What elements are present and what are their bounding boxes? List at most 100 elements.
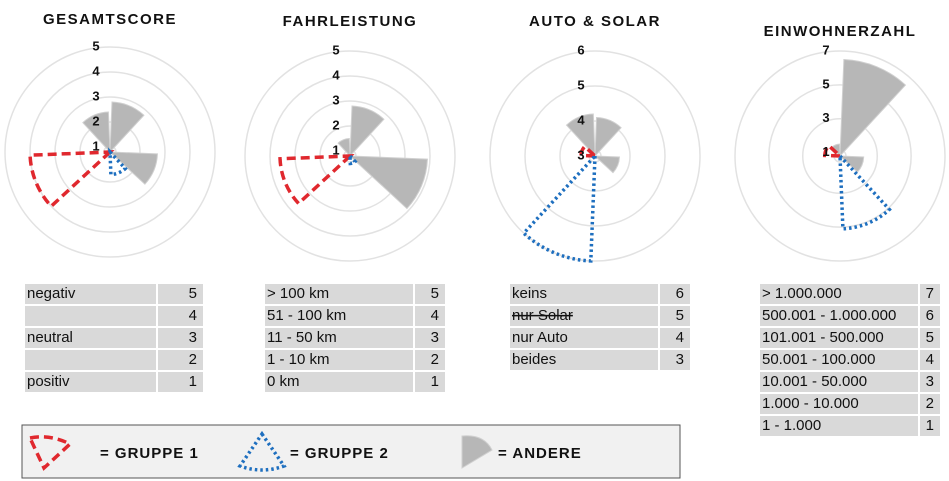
sector [108, 151, 158, 185]
r-tick-label: 7 [822, 42, 829, 57]
sector [839, 59, 907, 158]
table-label: 101.001 - 500.000 [762, 329, 884, 346]
r-tick-label: 6 [577, 42, 584, 57]
grid-circle [768, 84, 912, 228]
table-cell-bg [510, 306, 658, 326]
grid-circle [524, 85, 666, 227]
r-tick-label: 3 [332, 92, 339, 107]
table-label: 1 - 10 km [267, 351, 330, 368]
table-cell-bg [415, 328, 445, 348]
table-cell-bg [25, 350, 156, 370]
table-number: 2 [431, 351, 439, 368]
r-tick-label: 5 [822, 76, 829, 91]
sector [579, 144, 600, 158]
table-cell-bg [760, 306, 918, 326]
sector [838, 151, 892, 231]
table-cell-bg [760, 394, 918, 414]
table-number: 2 [926, 395, 934, 412]
table-number: 6 [676, 285, 684, 302]
sector [565, 113, 596, 158]
table-cell-bg [660, 284, 690, 304]
table-number: 4 [189, 307, 197, 324]
sector [594, 117, 622, 158]
table-label: nur Solar [512, 307, 573, 324]
table-cell-bg [920, 284, 940, 304]
r-tick-label: 4 [332, 67, 340, 82]
r-tick-label: 5 [577, 77, 584, 92]
sector [337, 137, 351, 158]
table-cell-bg [660, 306, 690, 326]
table-label: nur Auto [512, 329, 568, 346]
r-tick-label: 3 [822, 110, 829, 125]
legend-label: = ANDERE [498, 445, 582, 462]
table-cell-bg [920, 328, 940, 348]
table-cell-bg [265, 306, 413, 326]
table-number: 5 [676, 307, 684, 324]
grid-circle [294, 100, 406, 212]
table-cell-bg [25, 372, 156, 392]
r-tick-label: 2 [92, 113, 99, 128]
grid-circle [269, 75, 431, 237]
table-cell-bg [760, 328, 918, 348]
table-label: > 100 km [267, 285, 329, 302]
grid-circle [4, 46, 216, 258]
r-tick-label: 4 [92, 63, 100, 78]
chart-title: FAHRLEISTUNG [283, 13, 418, 30]
table-number: 5 [431, 285, 439, 302]
legend-icon [461, 435, 493, 469]
sector [348, 155, 428, 210]
legend-label: = GRUPPE 1 [100, 445, 199, 462]
grid-circle [244, 50, 456, 262]
table-number: 3 [431, 329, 439, 346]
table-cell-bg [265, 350, 413, 370]
legend-icon [237, 430, 287, 472]
table-cell-bg [265, 328, 413, 348]
table-cell-bg [920, 306, 940, 326]
sector [82, 111, 111, 154]
table-number: 1 [431, 373, 439, 390]
table-cell-bg [158, 328, 203, 348]
r-tick-label: 4 [577, 112, 585, 127]
table-label: 50.001 - 100.000 [762, 351, 875, 368]
legend-box [21, 424, 681, 479]
r-tick-label: 3 [577, 147, 584, 162]
table-cell-bg [158, 306, 203, 326]
table-label: keins [512, 285, 547, 302]
table-cell-bg [415, 350, 445, 370]
table-number: 4 [431, 307, 439, 324]
chart-title: EINWOHNERZAHL [764, 23, 917, 40]
r-tick-label: 5 [92, 38, 99, 53]
grid-circle [54, 96, 166, 208]
chart-title: AUTO & SOLAR [529, 13, 661, 30]
sector [109, 101, 145, 154]
table-number: 6 [926, 307, 934, 324]
table-label: 1 - 1.000 [762, 417, 821, 434]
table-cell-bg [158, 350, 203, 370]
table-cell-bg [920, 416, 940, 436]
table-number: 1 [189, 373, 197, 390]
table-cell-bg [760, 372, 918, 392]
table-number: 2 [189, 351, 197, 368]
table-cell-bg [920, 394, 940, 414]
r-tick-label: 1 [332, 142, 339, 157]
table-cell-bg [158, 284, 203, 304]
table-cell-bg [920, 372, 940, 392]
table-label: 11 - 50 km [267, 329, 337, 346]
table-number: 7 [926, 285, 934, 302]
legend-label: = GRUPPE 2 [290, 445, 389, 462]
table-label: > 1.000.000 [762, 285, 842, 302]
grid-circle [489, 50, 701, 262]
sector [108, 147, 128, 177]
table-label: 0 km [267, 373, 300, 390]
table-number: 1 [926, 417, 934, 434]
table-number: 3 [676, 351, 684, 368]
chart-title: GESAMTSCORE [43, 11, 177, 28]
table-number: 5 [189, 285, 197, 302]
table-label: 10.001 - 50.000 [762, 373, 867, 390]
table-cell-bg [510, 284, 658, 304]
table-cell-bg [415, 306, 445, 326]
table-label: 500.001 - 1.000.000 [762, 307, 896, 324]
table-cell-bg [510, 328, 658, 348]
r-tick-label: 1 [822, 144, 829, 159]
table-cell-bg [920, 350, 940, 370]
